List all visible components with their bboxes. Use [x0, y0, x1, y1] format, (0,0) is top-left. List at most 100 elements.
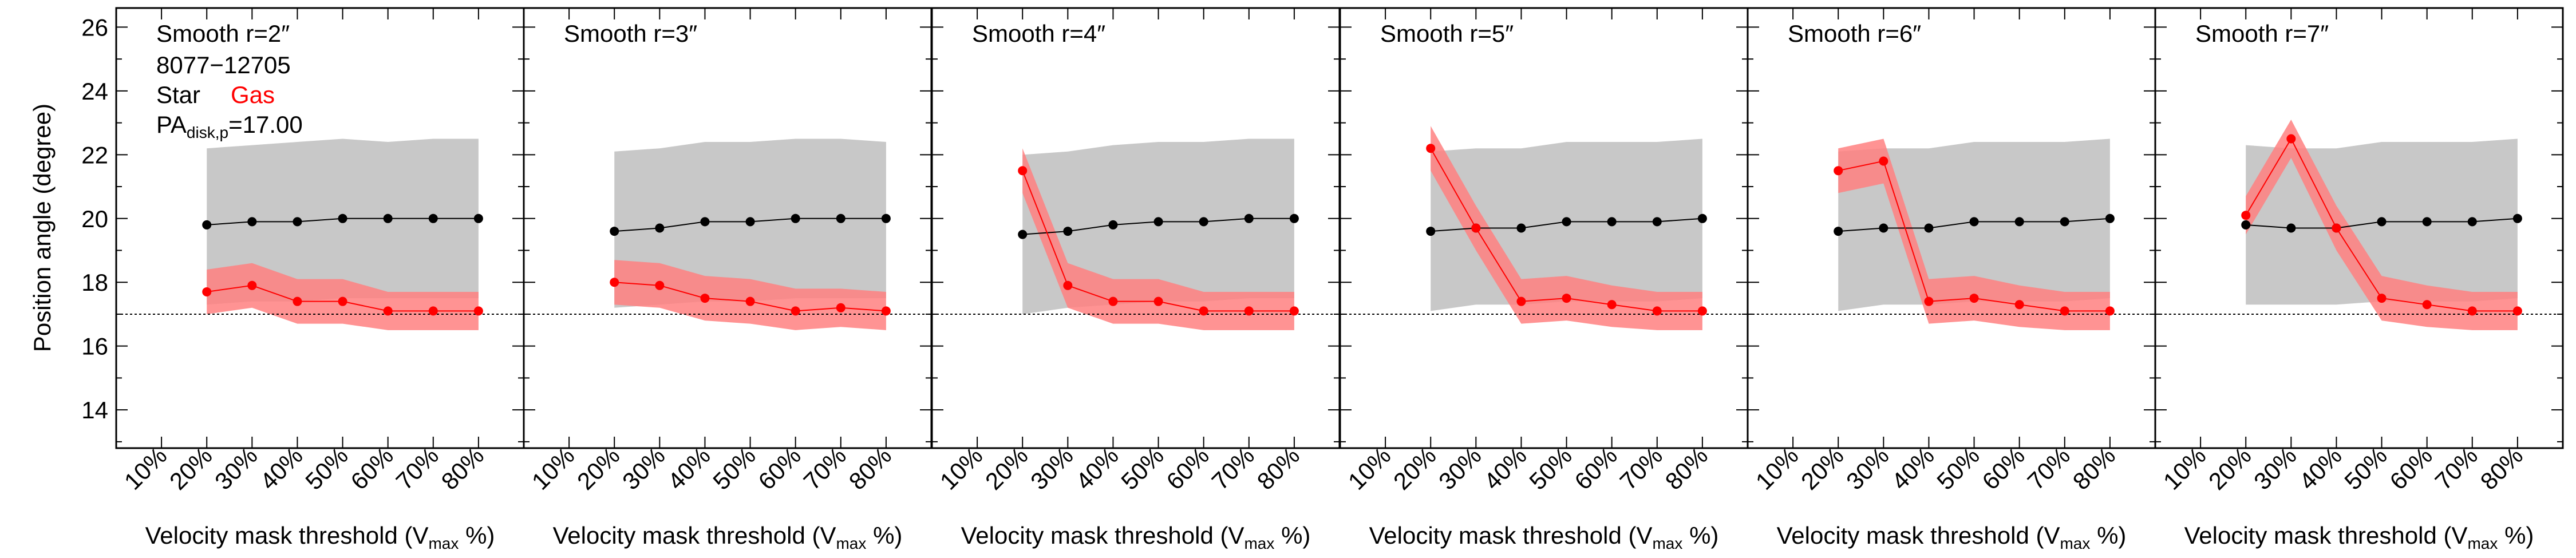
- x-tick-label: 20%: [1796, 442, 1849, 495]
- gas-point: [2286, 134, 2296, 144]
- gas-point: [791, 306, 800, 316]
- x-tick-label: 50%: [2339, 442, 2392, 495]
- star-point: [2377, 217, 2387, 227]
- star-point: [1879, 223, 1888, 233]
- star-point: [791, 213, 800, 223]
- panel-title: Smooth r=6″: [1788, 20, 1921, 47]
- x-axis-label-symbol: V: [820, 522, 836, 549]
- panel-title: Smooth r=5″: [1380, 20, 1514, 47]
- x-tick-label: 70%: [798, 442, 851, 495]
- x-tick-label: 30%: [1025, 442, 1078, 495]
- star-point: [383, 213, 393, 223]
- panel-5: 10%20%30%40%50%60%70%80% Smooth r=6″ Veloc…: [1747, 7, 2156, 552]
- x-axis-label-text: Velocity mask threshold: [2184, 522, 2437, 549]
- x-tick-label: 20%: [572, 442, 625, 495]
- star-point: [1063, 227, 1073, 236]
- x-tick-label: 10%: [119, 442, 172, 495]
- x-tick-label: 60%: [2384, 442, 2437, 495]
- y-tick-label: 14: [81, 397, 108, 424]
- x-axis-label: Velocity mask threshold (Vmax %): [1777, 522, 2127, 552]
- y-tick-label: 20: [81, 205, 108, 232]
- panel-2: 10%20%30%40%50%60%70%80% Smooth r=3″ Veloc…: [523, 7, 933, 552]
- y-axis-label: Position angle (degree): [29, 104, 56, 352]
- gas-point: [202, 287, 212, 296]
- pa-value: =17.00: [228, 111, 303, 138]
- x-tick-label: 70%: [1206, 442, 1259, 495]
- x-tick-label: 40%: [1070, 442, 1124, 495]
- star-point: [2105, 213, 2115, 223]
- gas-point: [1924, 296, 1934, 306]
- gas-point: [1516, 296, 1526, 306]
- x-tick-label: 70%: [2022, 442, 2075, 495]
- panel-title: Smooth r=3″: [564, 20, 697, 47]
- gas-point: [1969, 294, 1979, 303]
- x-tick-label: 10%: [1751, 442, 1804, 495]
- x-tick-label: 20%: [980, 442, 1033, 495]
- star-point: [1199, 217, 1208, 227]
- panel-title: Smooth r=7″: [2195, 20, 2329, 47]
- panel-3: 10%20%30%40%50%60%70%80% Smooth r=4″ Veloc…: [931, 7, 1341, 552]
- x-axis-label-symbol: V: [1636, 522, 1652, 549]
- x-axis-label-subscript: max: [1244, 535, 1274, 552]
- star-point: [428, 213, 438, 223]
- star-point: [338, 213, 347, 223]
- star-uncertainty-band: [1022, 138, 1294, 314]
- x-tick-label: 70%: [2429, 442, 2483, 495]
- gas-point: [1244, 306, 1254, 316]
- x-axis-label-unit: %): [465, 522, 495, 549]
- star-point: [1108, 220, 1118, 229]
- x-tick-label: 50%: [1524, 442, 1577, 495]
- x-axis-label-symbol: V: [1228, 522, 1244, 549]
- star-point: [293, 217, 302, 227]
- x-axis-label-subscript: max: [1652, 535, 1682, 552]
- gas-point: [2241, 211, 2251, 220]
- star-point: [2241, 220, 2251, 229]
- x-tick-label: 30%: [617, 442, 670, 495]
- x-tick-label: 40%: [1479, 442, 1532, 495]
- star-point: [202, 220, 212, 229]
- star-point: [1244, 213, 1254, 223]
- gas-uncertainty-band: [207, 263, 479, 330]
- x-axis-label-text: Velocity mask threshold: [1369, 522, 1622, 549]
- x-tick-label: 50%: [1931, 442, 1985, 495]
- gas-point: [293, 296, 302, 306]
- panel-frame: [2154, 7, 2564, 449]
- star-point: [473, 213, 483, 223]
- gas-point: [1289, 306, 1299, 316]
- star-point: [2512, 213, 2522, 223]
- x-tick-label: 10%: [1343, 442, 1396, 495]
- gas-uncertainty-band: [614, 260, 886, 330]
- x-axis-label-unit: %): [1689, 522, 1718, 549]
- x-axis-label-symbol: V: [412, 522, 428, 549]
- x-tick-label: 60%: [753, 442, 806, 495]
- x-axis-label: Velocity mask threshold (Vmax %): [145, 522, 495, 552]
- x-axis-label-unit: %): [2097, 522, 2126, 549]
- gas-point: [383, 306, 393, 316]
- panel-4: 10%20%30%40%50%60%70%80% Smooth r=5″ Veloc…: [1339, 7, 1749, 552]
- x-tick-label: 20%: [2203, 442, 2257, 495]
- x-axis-label-unit: %): [873, 522, 902, 549]
- x-tick-label: 60%: [345, 442, 398, 495]
- gas-point: [428, 306, 438, 316]
- x-tick-label: 80%: [1252, 442, 1305, 495]
- x-axis-label-text: Velocity mask threshold: [1777, 522, 2029, 549]
- star-point: [1562, 217, 1571, 227]
- x-tick-label: 50%: [300, 442, 353, 495]
- star-point: [1969, 217, 1979, 227]
- gas-point: [1471, 223, 1481, 233]
- gas-point: [1018, 166, 1028, 176]
- star-point: [247, 217, 257, 227]
- x-axis-label-unit: %): [2504, 522, 2534, 549]
- x-tick-label: 80%: [1660, 442, 1713, 495]
- gas-point: [473, 306, 483, 316]
- gas-point: [2060, 306, 2069, 316]
- y-tick-label: 24: [81, 78, 108, 105]
- gas-point: [247, 280, 257, 290]
- y-tick-label: 22: [81, 141, 108, 168]
- gas-point: [2512, 306, 2522, 316]
- gas-point: [1834, 166, 1843, 176]
- gas-point: [2422, 300, 2432, 310]
- x-tick-label: 80%: [2068, 442, 2121, 495]
- star-point: [1289, 213, 1299, 223]
